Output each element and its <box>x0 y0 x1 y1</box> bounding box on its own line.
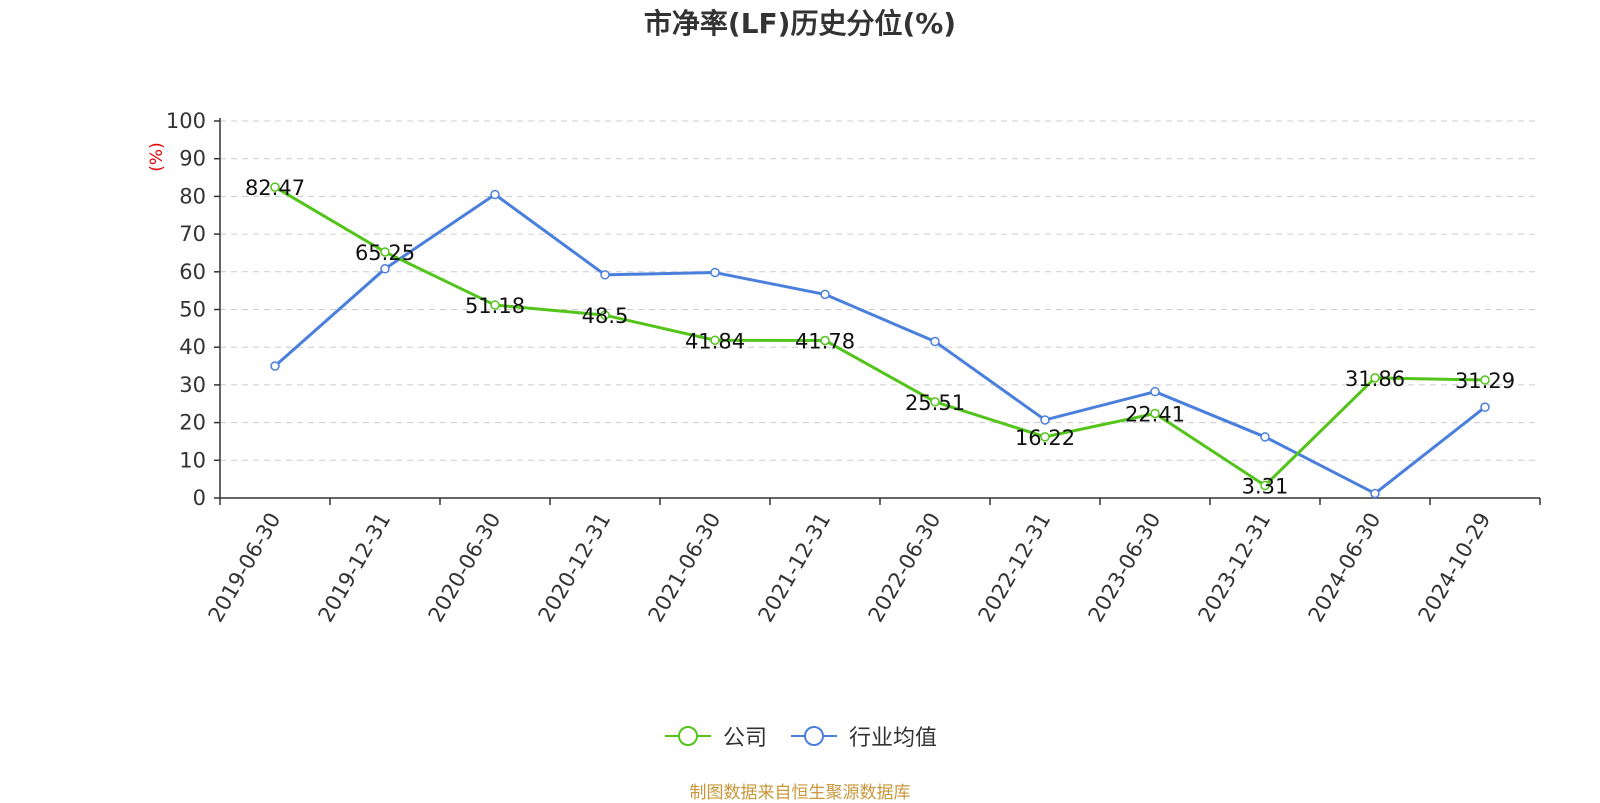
data-label: 65.25 <box>355 241 415 265</box>
data-point[interactable] <box>490 189 500 200</box>
y-tick-label: 10 <box>179 448 206 472</box>
data-label: 22.41 <box>1125 403 1185 427</box>
data-point[interactable] <box>930 397 940 407</box>
data-point[interactable] <box>710 267 720 278</box>
data-point[interactable] <box>380 247 390 257</box>
y-tick-label: 100 <box>166 109 206 133</box>
x-tick-label: 2022-06-30 <box>864 509 946 627</box>
data-point[interactable] <box>600 310 610 320</box>
series-line <box>274 185 1486 488</box>
x-tick-label: 2023-12-31 <box>1194 509 1276 627</box>
x-tick-label: 2022-12-31 <box>974 509 1056 627</box>
data-label: 82.47 <box>245 176 305 200</box>
data-point[interactable] <box>1260 432 1270 442</box>
data-point[interactable] <box>600 270 610 280</box>
legend-label-company: 公司 <box>722 726 767 751</box>
data-point[interactable] <box>930 336 940 347</box>
y-tick-label: 30 <box>179 373 206 397</box>
y-tick-label: 40 <box>179 335 206 359</box>
source-note: 制图数据来自恒生聚源数据库 <box>689 783 911 803</box>
data-point[interactable] <box>1480 375 1490 385</box>
data-point[interactable] <box>1150 408 1160 419</box>
y-tick-label: 70 <box>179 222 206 246</box>
data-point[interactable] <box>820 335 830 346</box>
x-tick-label: 2021-12-31 <box>754 509 836 627</box>
chart-title: 市净率(LF)历史分位(%) <box>643 7 957 40</box>
legend-item-industry-avg[interactable]: 行业均值 <box>789 720 937 752</box>
x-tick-label: 2019-06-30 <box>204 509 286 627</box>
grid-lines <box>220 120 1540 461</box>
series-line <box>274 193 1486 495</box>
data-point[interactable] <box>710 335 720 346</box>
data-point[interactable] <box>1370 488 1380 499</box>
data-label: 3.31 <box>1242 475 1289 499</box>
y-axis-label: (%) <box>147 142 167 171</box>
y-tick-label: 20 <box>179 411 206 435</box>
data-label: 31.29 <box>1455 369 1515 393</box>
data-point[interactable] <box>380 264 390 274</box>
data-point[interactable] <box>820 289 830 300</box>
data-label: 25.51 <box>905 391 965 415</box>
y-tick-label: 0 <box>193 486 206 510</box>
legend-marker-company <box>664 726 711 746</box>
data-label: 48.5 <box>582 304 629 328</box>
x-tick-label: 2024-06-30 <box>1304 509 1386 627</box>
x-tick-label: 2020-06-30 <box>424 509 506 627</box>
data-label: 31.86 <box>1345 367 1405 391</box>
data-point[interactable] <box>1260 480 1270 491</box>
legend-label-industry-avg: 行业均值 <box>849 726 938 751</box>
data-point[interactable] <box>270 182 280 192</box>
x-tick-label: 2019-12-31 <box>314 509 396 627</box>
data-point[interactable] <box>1040 432 1050 442</box>
data-point[interactable] <box>1480 402 1490 412</box>
x-tick-label: 2021-06-30 <box>644 509 726 627</box>
legend-marker-industry-avg <box>791 726 837 746</box>
data-labels: 82.47 65.25 51.18 48.5 41.84 41.78 25.51 16.22 2… <box>245 176 1515 498</box>
data-point[interactable] <box>1040 415 1050 425</box>
y-tick-label: 90 <box>179 147 206 171</box>
y-tick-label: 50 <box>179 298 206 322</box>
data-point[interactable] <box>270 361 280 371</box>
data-label: 41.84 <box>685 329 745 353</box>
legend-item-company[interactable]: 公司 <box>663 720 767 752</box>
data-label: 51.18 <box>465 294 525 318</box>
data-point[interactable] <box>1370 373 1380 383</box>
data-label: 16.22 <box>1015 426 1075 450</box>
data-point[interactable] <box>1150 386 1160 397</box>
y-tick-label: 60 <box>179 260 206 284</box>
legend: 公司 行业均值 <box>0 720 1600 752</box>
axes: 0 10 20 30 40 50 60 70 80 90 100 (%) 2019-06-30 2019-… <box>147 109 1541 627</box>
data-point[interactable] <box>490 300 500 310</box>
data-label: 41.78 <box>795 329 855 353</box>
x-tick-label: 2020-12-31 <box>534 509 616 627</box>
x-tick-label: 2024-10-29 <box>1414 509 1496 627</box>
x-tick-label: 2023-06-30 <box>1084 509 1166 627</box>
y-tick-label: 80 <box>179 184 206 208</box>
series-lines <box>270 182 1490 499</box>
